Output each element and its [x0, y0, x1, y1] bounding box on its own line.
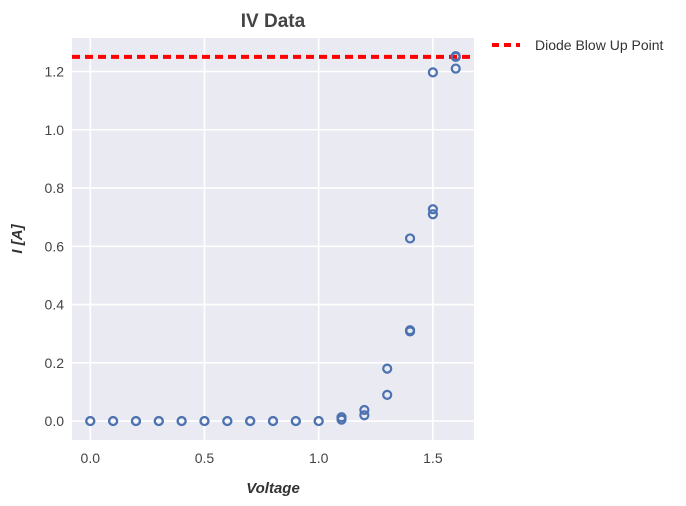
data-point [130, 415, 142, 427]
data-point [427, 67, 438, 78]
x-axis-label: Voltage [246, 480, 300, 497]
data-point [199, 415, 210, 427]
data-point [245, 415, 256, 427]
y-tick-label: 0.6 [45, 238, 65, 254]
data-point [359, 410, 370, 421]
chart-title: IV Data [241, 11, 306, 32]
x-tick-label: 0.0 [81, 450, 101, 466]
data-point [336, 412, 347, 423]
data-point [450, 63, 461, 74]
data-point [427, 209, 438, 220]
data-points [85, 50, 461, 427]
data-point [427, 204, 438, 215]
data-point [313, 415, 324, 427]
data-point [153, 415, 164, 427]
legend: Diode Blow Up Point [492, 37, 664, 53]
grid-lines [72, 38, 474, 440]
y-tick-label: 0.0 [45, 413, 65, 429]
y-tick-label: 0.2 [45, 355, 65, 371]
y-tick-labels: 0.0 0.2 0.4 0.6 0.8 1.0 1.2 [45, 64, 65, 430]
data-point [176, 415, 187, 427]
y-tick-label: 1.2 [45, 64, 65, 80]
data-point [85, 415, 96, 427]
y-tick-label: 1.0 [45, 122, 65, 138]
data-point [290, 415, 301, 427]
x-tick-label: 0.5 [195, 450, 215, 466]
x-tick-label: 1.5 [423, 450, 443, 466]
y-axis-label: I [A] [9, 223, 26, 253]
data-point [108, 415, 119, 427]
data-point [404, 233, 416, 244]
data-point [450, 50, 461, 62]
data-point [382, 363, 393, 374]
data-point [267, 415, 279, 427]
data-point [382, 389, 393, 400]
legend-label: Diode Blow Up Point [535, 37, 664, 53]
y-tick-label: 0.4 [45, 297, 65, 313]
data-point [222, 415, 233, 427]
x-tick-label: 1.0 [309, 450, 329, 466]
data-point [404, 325, 416, 336]
y-tick-label: 0.8 [45, 180, 65, 196]
x-tick-labels: 0.0 0.5 1.0 1.5 [81, 450, 443, 466]
data-point [359, 404, 370, 416]
